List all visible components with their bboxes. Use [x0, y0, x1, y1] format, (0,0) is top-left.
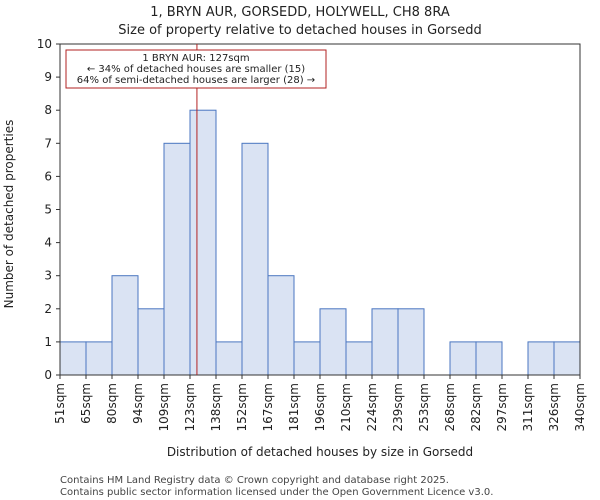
bar-94sqm: [137, 308, 165, 376]
annotation-frame: [65, 49, 327, 89]
bar-224sqm: [371, 308, 399, 376]
bar-109sqm: [163, 142, 191, 376]
x-tick-label: 167sqm: [261, 383, 275, 431]
x-tick-label: 253sqm: [417, 383, 431, 431]
y-tick-label: 6: [44, 169, 52, 183]
y-tick-label: 0: [44, 368, 52, 382]
bar-282sqm: [475, 341, 503, 376]
bar-210sqm: [345, 341, 373, 376]
chart-title: 1, BRYN AUR, GORSEDD, HOLYWELL, CH8 8RA: [150, 5, 450, 20]
x-tick-label: 311sqm: [521, 383, 535, 431]
bar-138sqm: [215, 341, 243, 376]
x-tick-label: 80sqm: [105, 383, 119, 424]
bar-268sqm: [449, 341, 477, 376]
bar-239sqm: [397, 308, 425, 376]
x-tick-label: 210sqm: [339, 383, 353, 431]
x-axis-label: Distribution of detached houses by size …: [167, 445, 473, 459]
annotation-line-2: ← 34% of detached houses are smaller (15…: [87, 64, 305, 75]
footer-line-2: Contains public sector information licen…: [60, 487, 493, 498]
x-tick-label: 138sqm: [209, 383, 223, 431]
bars-group: [59, 109, 581, 376]
x-tick-label: 65sqm: [79, 383, 93, 424]
y-tick-label: 9: [44, 70, 52, 84]
annotation-line-3: 64% of semi-detached houses are larger (…: [77, 75, 315, 86]
x-tick-label: 297sqm: [495, 383, 509, 431]
x-tick-label: 51sqm: [53, 383, 67, 424]
x-tick-label: 196sqm: [313, 383, 327, 431]
x-tick-label: 224sqm: [365, 383, 379, 431]
x-tick-label: 239sqm: [391, 383, 405, 431]
x-tick-label: 94sqm: [131, 383, 145, 424]
bar-196sqm: [319, 308, 347, 376]
plot-frame: [59, 43, 581, 376]
x-tick-label: 326sqm: [547, 383, 561, 431]
y-tick-label: 8: [44, 103, 52, 117]
x-tick-label: 181sqm: [287, 383, 301, 431]
bar-51sqm: [59, 341, 87, 376]
y-tick-label: 7: [44, 136, 52, 150]
bar-181sqm: [293, 341, 321, 376]
bar-167sqm: [267, 275, 295, 376]
y-axis-label: Number of detached properties: [2, 120, 16, 309]
bar-65sqm: [85, 341, 113, 376]
x-tick-label: 340sqm: [573, 383, 587, 431]
footer-line-1: Contains HM Land Registry data © Crown c…: [60, 475, 449, 486]
y-tick-label: 3: [44, 269, 52, 283]
bar-123sqm: [189, 109, 217, 376]
x-tick-label: 268sqm: [443, 383, 457, 431]
bar-80sqm: [111, 275, 139, 376]
bar-311sqm: [527, 341, 555, 376]
bar-326sqm: [553, 341, 581, 376]
y-tick-label: 10: [37, 37, 52, 51]
x-tick-label: 152sqm: [235, 383, 249, 431]
annotation-box: 1 BRYN AUR: 127sqm ← 34% of detached hou…: [65, 49, 327, 89]
x-tick-label: 123sqm: [183, 383, 197, 431]
annotation-line-1: 1 BRYN AUR: 127sqm: [142, 53, 249, 64]
y-tick-label: 1: [44, 335, 52, 349]
x-ticks-group: 51sqm 65sqm 80sqm 94sqm 109sqm 123sqm 138sqm 15…: [53, 375, 587, 431]
y-ticks-group: 0 1 2 3 4 5 6 7 8 9 10: [37, 37, 60, 382]
y-tick-label: 4: [44, 236, 52, 250]
y-tick-label: 5: [44, 203, 52, 217]
x-tick-label: 109sqm: [157, 383, 171, 431]
bar-152sqm: [241, 142, 269, 376]
chart-subtitle: Size of property relative to detached ho…: [118, 23, 481, 38]
x-tick-label: 282sqm: [469, 383, 483, 431]
y-tick-label: 2: [44, 302, 52, 316]
